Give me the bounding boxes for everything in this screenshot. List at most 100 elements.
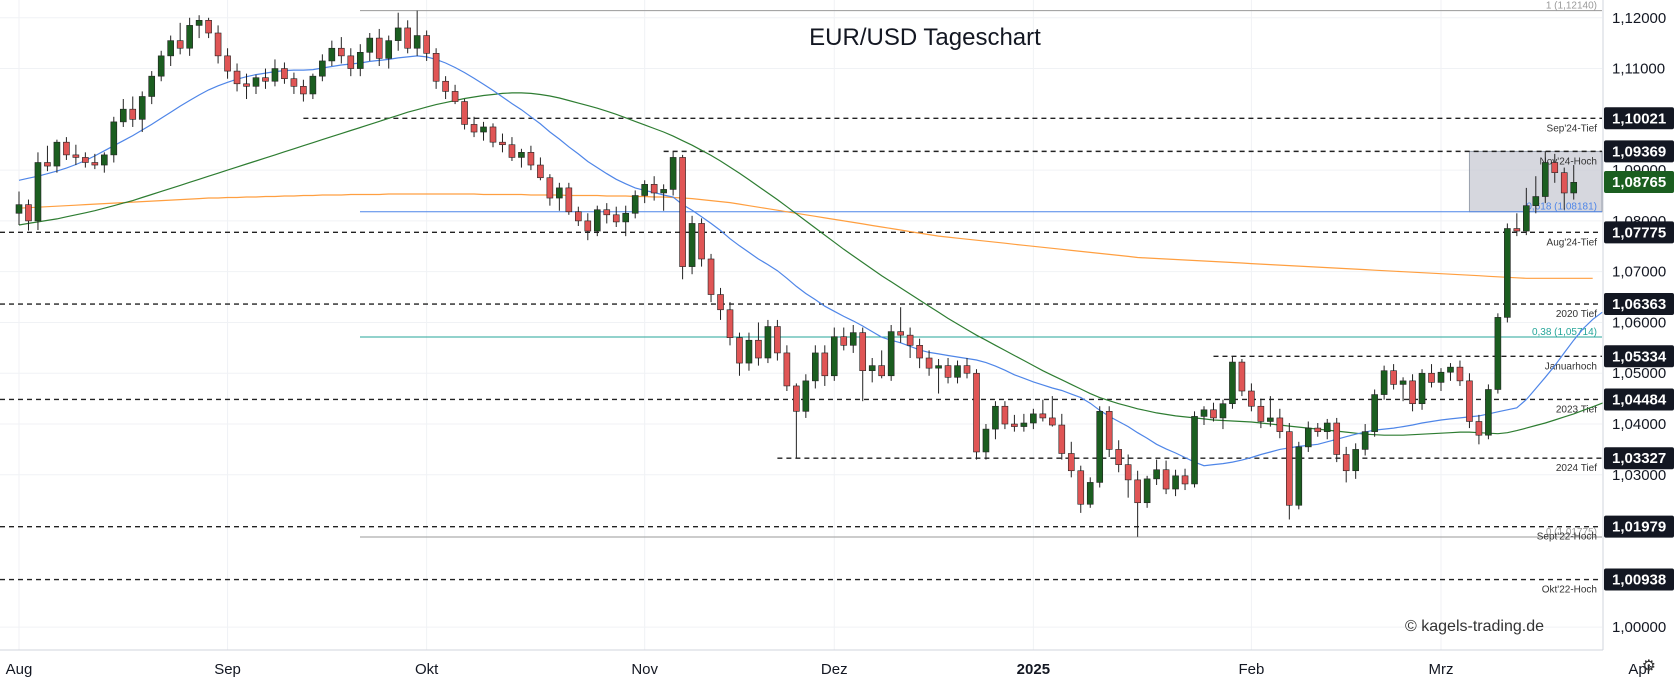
candle-body [1456, 366, 1464, 382]
candle [1314, 423, 1322, 437]
candle-body [1352, 449, 1359, 472]
candle-body [821, 352, 829, 377]
candle-body [982, 428, 990, 453]
candle [319, 54, 326, 82]
candle [698, 218, 705, 267]
candle-body [1485, 389, 1492, 436]
candle [508, 137, 516, 161]
candle-body [1304, 427, 1312, 448]
candle-body [783, 352, 791, 387]
candle [413, 10, 421, 56]
candle-body [1418, 372, 1426, 405]
candle-body [1361, 431, 1369, 450]
candle-body [1238, 361, 1246, 392]
candle [764, 319, 772, 364]
level-price-box-label: 1,04484 [1612, 391, 1667, 408]
candle [25, 199, 32, 231]
candle [518, 148, 525, 168]
candle [195, 15, 203, 39]
candle [243, 73, 250, 100]
candle [461, 99, 468, 130]
candle-body [461, 101, 468, 125]
candle-body [375, 37, 383, 59]
candle [252, 74, 260, 94]
candle-body [34, 162, 42, 222]
candle [1532, 176, 1540, 214]
candle-body [650, 184, 658, 194]
candle-body [1371, 394, 1378, 432]
candles [15, 10, 1578, 537]
y-tick-label: 1,00000 [1612, 619, 1666, 636]
fib-label: 0,38 (1,05714) [1532, 327, 1597, 338]
candle-body [849, 332, 857, 346]
candle [622, 205, 630, 237]
level-price-box-label: 1,05334 [1612, 348, 1667, 365]
candle-body [963, 365, 971, 374]
candle-body [764, 326, 772, 359]
candle-body [309, 75, 317, 95]
candle-body [906, 334, 914, 346]
candle [1257, 398, 1265, 429]
candle-body [925, 357, 933, 369]
candle [1181, 468, 1189, 491]
candle-body [935, 365, 942, 369]
candle-body [176, 40, 184, 49]
candle-body [1115, 449, 1122, 465]
level-label: 2020 Tief [1556, 309, 1597, 320]
candle-body [1210, 409, 1217, 419]
candle-body [840, 336, 848, 346]
candle-body [157, 55, 165, 77]
candle [101, 152, 108, 173]
candle-body [205, 20, 212, 34]
x-tick-label: Dez [821, 661, 848, 678]
candle [527, 145, 535, 171]
candle [1380, 365, 1388, 400]
candle-body [72, 154, 80, 158]
candle [1523, 187, 1530, 236]
candle [1570, 165, 1578, 200]
candle [480, 121, 487, 141]
candle [1447, 363, 1454, 381]
candle [1011, 414, 1018, 432]
candle [736, 332, 743, 376]
level-price-box-label: 1,09369 [1612, 143, 1666, 160]
settings-gear-icon[interactable]: ⚙ [1641, 658, 1656, 675]
level-label: Okt'22-Hoch [1542, 585, 1597, 596]
candle-body [243, 83, 250, 87]
candle [878, 350, 885, 379]
candle [375, 28, 383, 67]
candle [129, 96, 137, 127]
candle [793, 383, 800, 459]
candle-body [1409, 380, 1416, 405]
candle [1418, 369, 1426, 410]
candle [451, 84, 459, 105]
candle-body [1570, 182, 1578, 194]
candle-body [603, 209, 611, 216]
candle [679, 154, 686, 280]
candle-body [1494, 317, 1502, 390]
candle-body [1267, 417, 1274, 422]
candle-body [1286, 431, 1293, 506]
candle [830, 327, 838, 381]
candle [347, 48, 355, 77]
candle-body [1058, 424, 1066, 454]
candle [1191, 411, 1198, 488]
candle [1096, 406, 1104, 488]
candle [897, 307, 904, 343]
candle [1286, 423, 1293, 520]
candle-body [1333, 422, 1341, 455]
candle-body [622, 212, 630, 223]
candle [641, 180, 648, 204]
candle-body [612, 214, 620, 223]
candle [1049, 396, 1056, 427]
candle [565, 182, 573, 215]
level-label: Nov'24-Hoch [1540, 156, 1598, 167]
fib-label: 0,618 (1,08181) [1526, 202, 1597, 213]
candle-body [830, 336, 838, 377]
x-tick-label: Apr [1628, 661, 1651, 678]
candle [1352, 443, 1359, 479]
candle [167, 35, 174, 67]
chart-title: EUR/USD Tageschart [809, 24, 1041, 51]
candle-body [878, 365, 885, 377]
